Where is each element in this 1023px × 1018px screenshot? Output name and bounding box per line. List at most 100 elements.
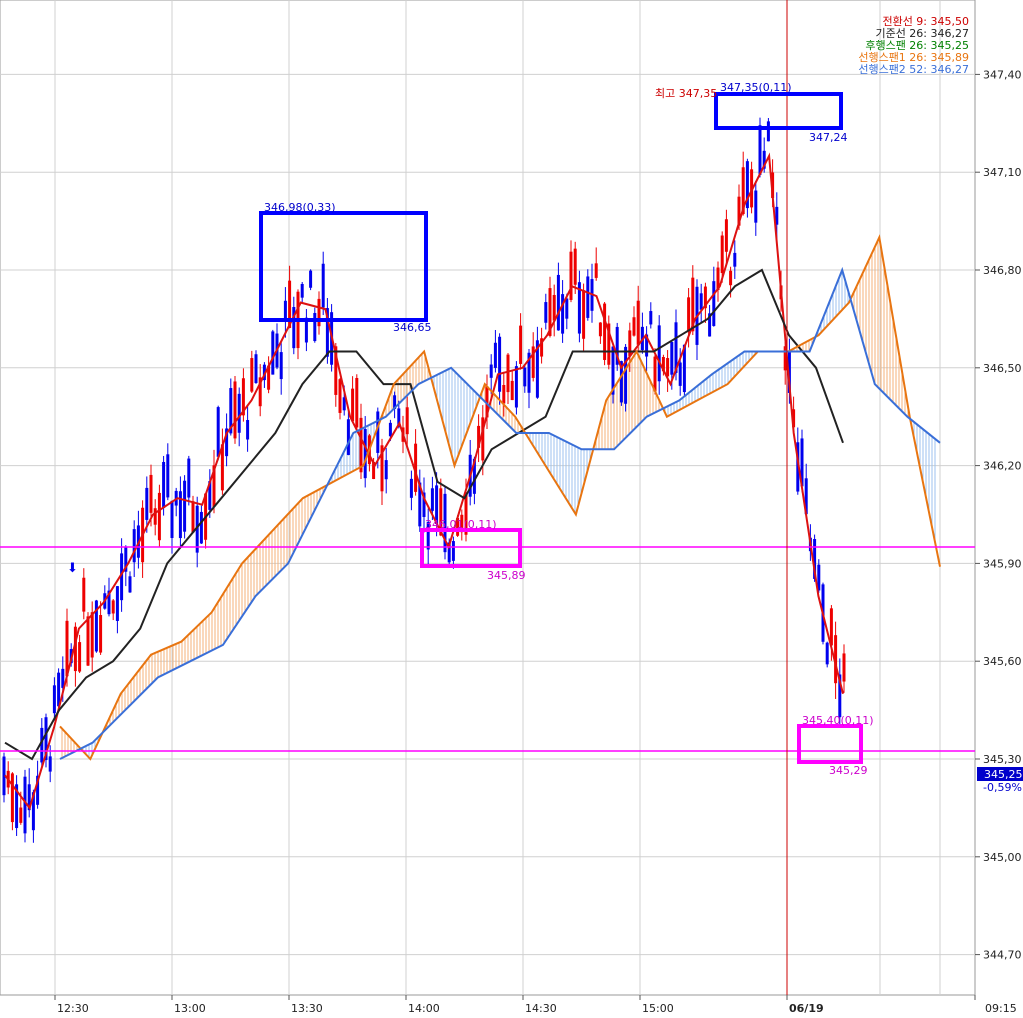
candle-body xyxy=(745,161,749,209)
candle-body xyxy=(615,326,619,365)
candle-body xyxy=(229,388,233,434)
candle-body xyxy=(267,365,271,390)
candle-body xyxy=(359,417,363,473)
candle-body xyxy=(241,378,245,416)
candle-body xyxy=(565,298,569,319)
down-arrow-icon: ⬇ xyxy=(67,561,78,576)
candle-body xyxy=(787,351,791,393)
candle-body xyxy=(2,756,6,796)
candle-body xyxy=(657,325,661,382)
low2-box xyxy=(797,724,863,764)
candle-body xyxy=(292,307,296,349)
candle-body xyxy=(342,397,346,411)
candle-body xyxy=(582,290,586,339)
candle-body xyxy=(842,653,846,682)
candle-body xyxy=(766,121,770,142)
candle-body xyxy=(540,338,544,357)
candle-body xyxy=(31,792,35,831)
candle-body xyxy=(800,438,804,487)
y-tick-label: 347,10 xyxy=(983,166,1022,179)
candle-body xyxy=(624,346,628,404)
candle-body xyxy=(166,454,170,498)
x-tick-label: 06/19 xyxy=(789,1002,824,1015)
candle-body xyxy=(691,277,695,332)
candle-body xyxy=(834,635,838,684)
series-line xyxy=(59,234,941,761)
candle-body xyxy=(531,346,535,378)
candle-body xyxy=(57,672,61,707)
candle-body xyxy=(603,303,607,360)
candle-body xyxy=(687,297,691,333)
candle-body xyxy=(661,357,665,372)
candle-body xyxy=(699,293,703,310)
candle-body xyxy=(754,190,758,223)
low2-value-label: 345,40(0,11) xyxy=(802,714,874,727)
candle-body xyxy=(334,346,338,395)
candle-body xyxy=(27,784,31,811)
candle-body xyxy=(729,270,733,286)
candle-body xyxy=(451,541,455,561)
x-axis: 12:30 13:00 13:30 14:00 14:30 15:00 06/19 09:15 xyxy=(54,995,1017,1015)
candle-body xyxy=(355,377,359,428)
x-tick-label: 14:30 xyxy=(525,1002,557,1015)
peak1-sub-label: 346,65 xyxy=(393,321,432,334)
candle-body xyxy=(338,379,342,413)
candle-body xyxy=(321,263,325,308)
candle-body xyxy=(94,600,98,652)
candle-body xyxy=(577,282,581,334)
legend-entry: 선행스팬2 52: 346,27 xyxy=(858,63,969,76)
indicator-lines xyxy=(4,152,941,811)
candle-body xyxy=(208,481,212,510)
candle-body xyxy=(708,313,712,337)
candle-body xyxy=(388,422,392,437)
candle-body xyxy=(556,274,560,331)
candle-body xyxy=(523,367,527,387)
high-label: 최고 347,35 xyxy=(655,87,717,100)
y-tick-label: 346,80 xyxy=(983,264,1022,277)
candle-body xyxy=(317,298,321,327)
candle-body xyxy=(23,776,27,834)
candle-body xyxy=(422,492,426,517)
candle-body xyxy=(220,444,224,491)
candle-body xyxy=(426,522,430,550)
candle-body xyxy=(15,784,19,829)
candle-body xyxy=(313,312,317,342)
candle-body xyxy=(288,280,292,328)
candle-body xyxy=(237,393,241,433)
candle-body xyxy=(225,428,229,457)
candle-body xyxy=(783,346,787,371)
candle-body xyxy=(527,352,531,393)
candle-body xyxy=(107,590,111,615)
candle-body xyxy=(254,354,258,384)
candle-body xyxy=(619,361,623,403)
series-line xyxy=(4,152,844,811)
candle-body xyxy=(372,461,376,480)
x-tick-label: 13:30 xyxy=(291,1002,323,1015)
candle-body xyxy=(456,517,460,536)
low1-box xyxy=(420,528,522,568)
candle-body xyxy=(250,358,254,392)
candle-body xyxy=(594,263,598,278)
candle-body xyxy=(78,642,82,672)
candle-body xyxy=(187,458,191,498)
candle-body xyxy=(82,577,86,612)
series-line xyxy=(59,266,941,760)
candle-body xyxy=(712,281,716,326)
candle-body xyxy=(481,417,485,461)
x-tick-label: 13:00 xyxy=(174,1002,206,1015)
candle-body xyxy=(573,248,577,285)
candle-body xyxy=(191,501,195,533)
candle-body xyxy=(10,773,14,823)
candle-body xyxy=(632,317,636,336)
candle-body xyxy=(199,511,203,544)
candle-body xyxy=(519,325,523,364)
candle-body xyxy=(258,377,262,407)
candle-body xyxy=(514,366,518,408)
candle-body xyxy=(510,380,514,401)
candle-body xyxy=(149,474,153,513)
candle-body xyxy=(309,270,313,288)
candle-body xyxy=(477,425,481,448)
candle-body xyxy=(363,429,367,479)
candle-body xyxy=(674,322,678,373)
